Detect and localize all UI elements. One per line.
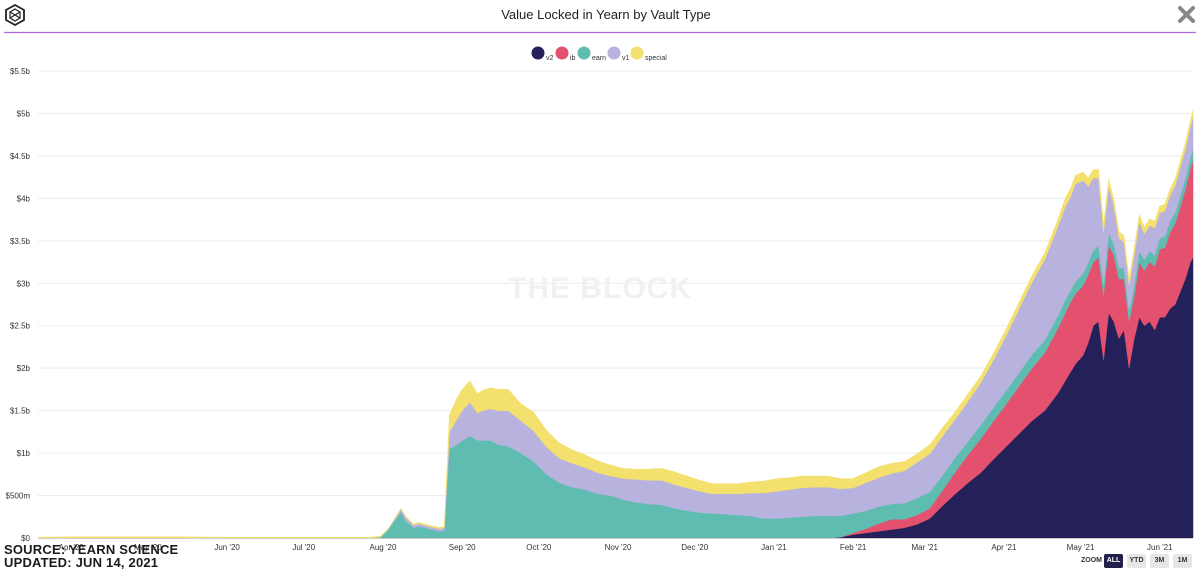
y-tick-label: $1.5b [10, 407, 31, 416]
legend-label-ib[interactable]: ib [570, 55, 576, 62]
updated-text: UPDATED: JUN 14, 2021 [4, 555, 159, 570]
legend-label-v1[interactable]: v1 [622, 55, 630, 62]
x-tick-label: May '21 [1067, 543, 1095, 552]
y-tick-label: $500m [6, 492, 31, 501]
x-tick-label: Jun '20 [214, 543, 240, 552]
stacked-areas [37, 110, 1194, 539]
y-tick-label: $2.5b [10, 322, 31, 331]
y-tick-label: $1b [17, 449, 31, 458]
y-tick-label: $5b [17, 109, 31, 118]
chart-legend: v2 ib earn v1 special [531, 46, 667, 62]
x-tick-label: Nov '20 [605, 543, 632, 552]
zoom-ytd-button[interactable]: YTD [1127, 554, 1146, 568]
legend-label-v2[interactable]: v2 [546, 55, 554, 62]
y-tick-label: $5.5b [10, 67, 31, 76]
legend-marker-v2[interactable] [531, 46, 545, 60]
zoom-1m-button[interactable]: 1M [1173, 554, 1192, 568]
source-text: SOURCE: YEARN SCIENCE [4, 542, 179, 557]
y-tick-label: $0 [21, 534, 30, 543]
x-tick-label: Apr '20 [59, 543, 85, 552]
x-tick-label: Dec '20 [681, 543, 708, 552]
x-tick-label: Jul '20 [292, 543, 315, 552]
y-tick-label: $2b [17, 364, 31, 373]
legend-label-special[interactable]: special [645, 55, 667, 62]
zoom-label: ZOOM [1081, 557, 1102, 564]
y-tick-label: $3.5b [10, 237, 31, 246]
x-tick-label: Feb '21 [840, 543, 867, 552]
legend-marker-special[interactable] [630, 46, 644, 60]
the-block-logo-icon [5, 3, 25, 27]
y-axis: $0 $500m $1b $1.5b $2b $2.5b $3b $3.5b $4b $4.5b $… [6, 67, 31, 543]
y-tick-label: $4b [17, 194, 31, 203]
close-icon[interactable] [1178, 6, 1195, 23]
y-tick-label: $3b [17, 279, 31, 288]
x-tick-label: Sep '20 [449, 543, 476, 552]
x-tick-label: Aug '20 [370, 543, 397, 552]
x-tick-label: Mar '21 [911, 543, 938, 552]
area-special [37, 110, 1194, 539]
x-tick-label: Oct '20 [526, 543, 552, 552]
x-tick-label: May '20 [134, 543, 162, 552]
chart-title: Value Locked in Yearn by Vault Type [501, 7, 711, 22]
x-tick-label: Apr '21 [991, 543, 1017, 552]
x-tick-label: Jun '21 [1147, 543, 1173, 552]
watermark: THE BLOCK [508, 272, 692, 305]
legend-marker-earn[interactable] [577, 46, 591, 60]
y-tick-label: $4.5b [10, 152, 31, 161]
zoom-all-button[interactable]: ALL [1104, 554, 1123, 568]
legend-label-earn[interactable]: earn [592, 55, 606, 62]
legend-marker-v1[interactable] [607, 46, 621, 60]
legend-marker-ib[interactable] [555, 46, 569, 60]
zoom-3m-button[interactable]: 3M [1150, 554, 1169, 568]
x-tick-label: Jan '21 [761, 543, 787, 552]
x-axis: Apr '20 May '20 Jun '20 Jul '20 Aug '20 Sep '… [59, 543, 1173, 552]
